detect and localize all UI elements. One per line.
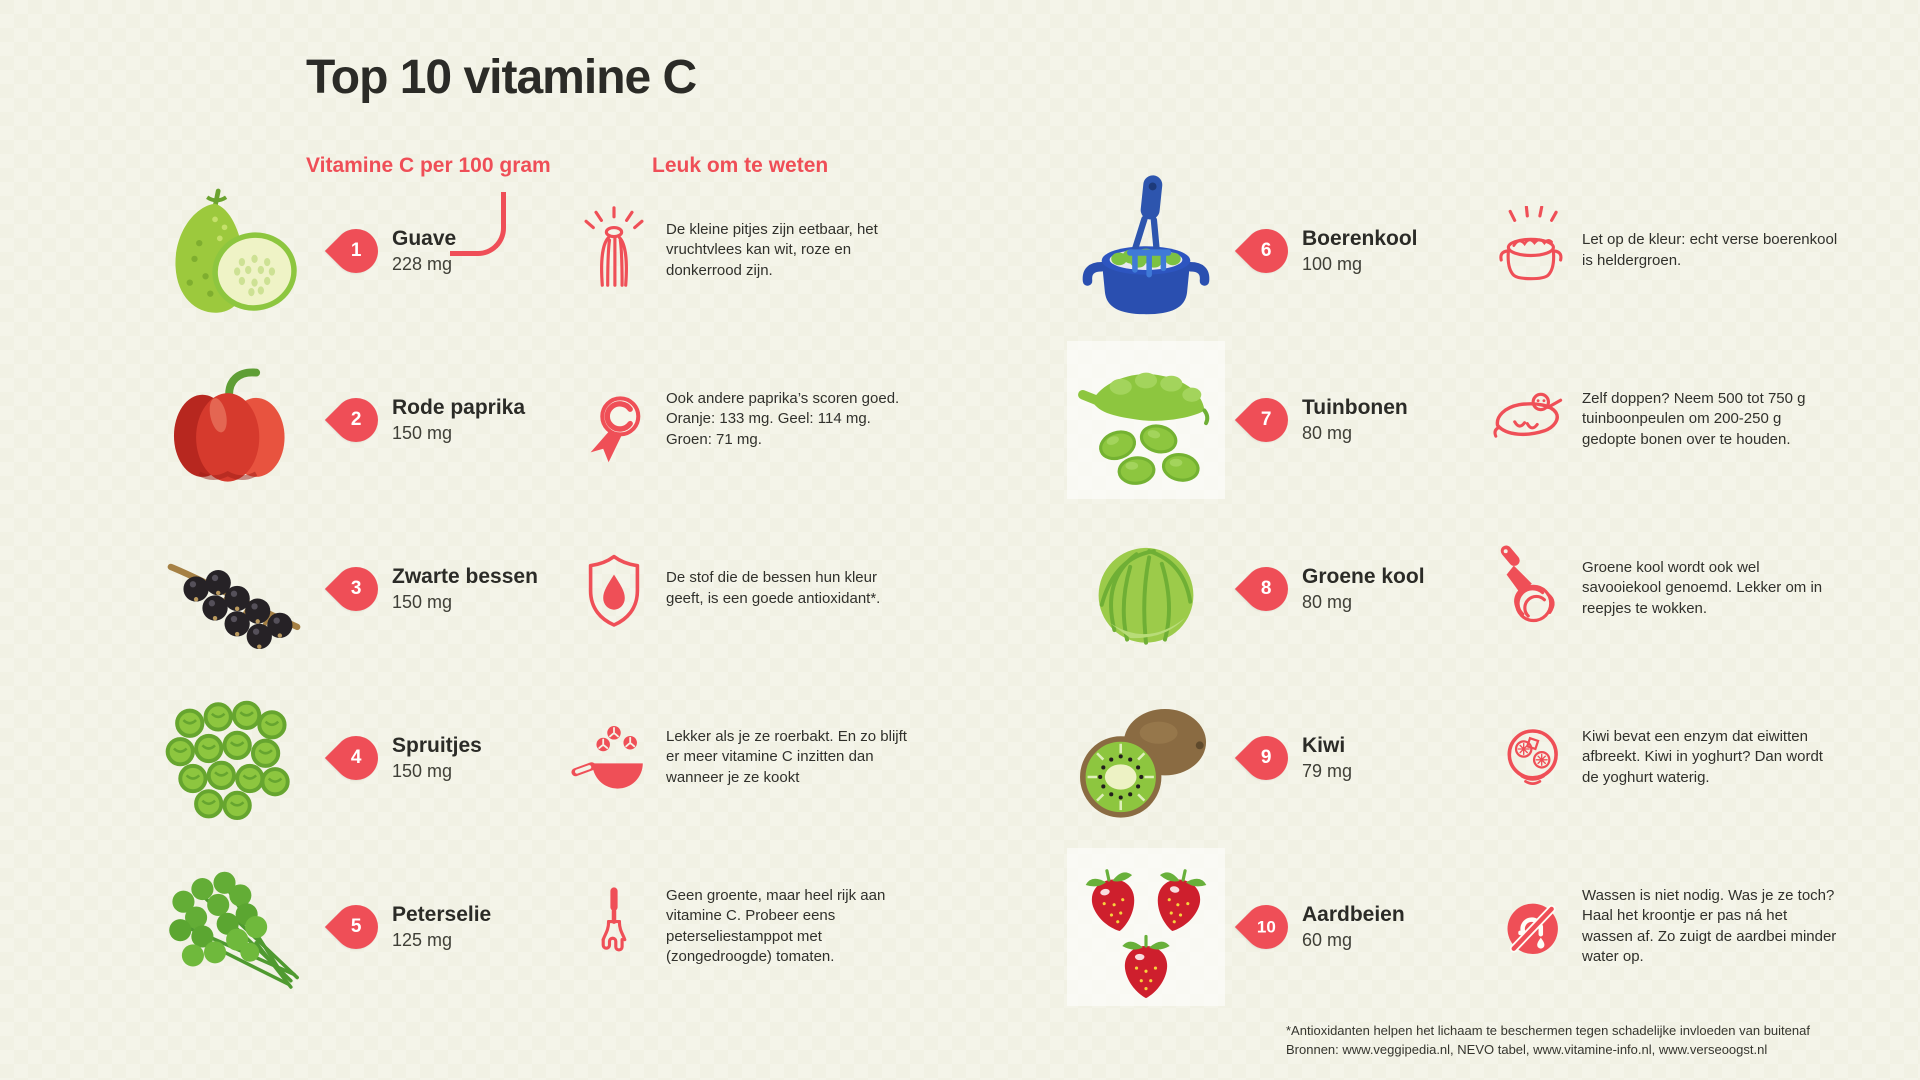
- rank-badge: 4: [324, 726, 388, 789]
- right-column: 6 Boerenkool 100 mg Let op de kleur: ech…: [1048, 166, 1838, 1011]
- stir-fry-wok-icon: [562, 713, 666, 803]
- fact-text: Groene kool wordt ook wel savooiekool ge…: [1582, 559, 1823, 617]
- food-name: Peterselie: [392, 902, 492, 926]
- fact-text: De kleine pitjes zijn eetbaar, het vruch…: [666, 221, 878, 279]
- footnote-sources: Bronnen: www.veggipedia.nl, NEVO tabel, …: [1286, 1041, 1768, 1057]
- knife-cabbage-icon: [1478, 544, 1582, 634]
- vitamin-c-medal-icon: [562, 375, 666, 465]
- fact-text: Kiwi bevat een enzym dat eiwitten afbree…: [1582, 728, 1823, 786]
- antioxidant-shield-icon: [562, 544, 666, 634]
- food-name: Tuinbonen: [1302, 395, 1408, 419]
- item-row-groene-kool: 8 Groene kool 80 mg Groene k: [1048, 504, 1838, 673]
- rank-badge: 1: [324, 219, 388, 282]
- item-row-peterselie: 5 Peterselie 125 mg Geen groente, maar h…: [134, 842, 916, 1011]
- food-name: Kiwi: [1302, 733, 1346, 757]
- item-row-rode-paprika: 2 Rode paprika 150 mg Ook andere paprika…: [134, 335, 916, 504]
- illustration-blackcurrants: [134, 510, 334, 668]
- item-row-guave: 1 Guave 228 mg De kleine pitjes zijn eet…: [134, 166, 916, 335]
- vitamin-amount: 125 mg: [392, 929, 453, 950]
- rank-badge: 6: [1234, 219, 1298, 282]
- column-header-fact: Leuk om te weten: [652, 154, 829, 177]
- illustration-guava: [134, 172, 334, 330]
- illustration-kale-in-pot: [1048, 172, 1244, 330]
- rank-badge: 7: [1234, 388, 1298, 451]
- food-name: Spruitjes: [392, 733, 482, 757]
- fact-text: Lekker als je ze roerbakt. En zo blijft …: [666, 728, 907, 786]
- vitamin-amount: 79 mg: [1302, 760, 1353, 781]
- item-row-kiwi: 9 Kiwi 79 mg Kiwi bevat een enzym dat ei…: [1048, 673, 1838, 842]
- food-name: Guave: [392, 226, 457, 250]
- rank-badge: 5: [324, 895, 388, 958]
- rank-badge: 3: [324, 557, 388, 620]
- fact-text: Ook andere paprika’s scoren goed. Oranje…: [666, 390, 900, 448]
- illustration-parsley: [134, 848, 334, 1006]
- vitamin-amount: 100 mg: [1302, 253, 1363, 274]
- hand-rays-icon: [562, 205, 666, 296]
- vitamin-amount: 60 mg: [1302, 929, 1353, 950]
- fact-text: Wassen is niet nodig. Was je ze toch? Ha…: [1582, 887, 1837, 965]
- food-name: Groene kool: [1302, 564, 1425, 588]
- header-connector-line: [450, 192, 506, 256]
- fact-text: Let op de kleur: echt verse boerenkool i…: [1582, 231, 1838, 269]
- illustration-brussels-sprouts: [134, 679, 334, 837]
- vitamin-amount: 150 mg: [392, 591, 453, 612]
- footnote-antioxidants: *Antioxidanten helpen het lichaam te bes…: [1286, 1023, 1810, 1038]
- masher-icon: [562, 882, 666, 972]
- illustration-green-cabbage: [1048, 510, 1244, 668]
- vitamin-amount: 80 mg: [1302, 422, 1353, 443]
- vitamin-amount: 228 mg: [392, 253, 453, 274]
- rank-badge: 2: [324, 388, 388, 451]
- item-row-zwarte-bessen: 3 Zwarte bessen 150 mg De stof die de be…: [134, 504, 916, 673]
- fact-text: Geen groente, maar heel rijk aan vitamin…: [666, 887, 886, 965]
- bean-pod-icon: [1478, 375, 1582, 465]
- item-row-aardbeien: 10 Aardbeien 60 mg Wassen is niet nodig.…: [1048, 842, 1838, 1011]
- column-header-amount: Vitamine C per 100 gram: [306, 154, 551, 177]
- fact-text: De stof die de bessen hun kleur geeft, i…: [666, 569, 881, 607]
- vitamin-amount: 80 mg: [1302, 591, 1353, 612]
- steaming-pot-icon: [1478, 205, 1582, 296]
- item-row-boerenkool: 6 Boerenkool 100 mg Let op de kleur: ech…: [1048, 166, 1838, 335]
- illustration-strawberries: [1048, 847, 1244, 1006]
- rank-badge: 8: [1234, 557, 1298, 620]
- illustration-broad-beans: [1048, 340, 1244, 499]
- rank-badge: 10: [1234, 895, 1298, 958]
- food-name: Zwarte bessen: [392, 564, 538, 588]
- food-name: Aardbeien: [1302, 902, 1405, 926]
- kiwi-bowl-icon: [1478, 713, 1582, 803]
- left-column: 1 Guave 228 mg De kleine pitjes zijn eet…: [134, 166, 916, 1011]
- illustration-red-bell-pepper: [134, 341, 334, 499]
- vitamin-amount: 150 mg: [392, 422, 453, 443]
- item-row-tuinbonen: 7 Tuinbonen 80 mg Zelf doppen? Neem 500 …: [1048, 335, 1838, 504]
- rank-badge: 9: [1234, 726, 1298, 789]
- illustration-kiwi: [1048, 679, 1244, 837]
- fact-text: Zelf doppen? Neem 500 tot 750 g tuinboon…: [1582, 390, 1806, 448]
- food-name: Rode paprika: [392, 395, 526, 419]
- page-title: Top 10 vitamine C: [306, 51, 697, 104]
- no-washing-icon: [1478, 882, 1582, 972]
- vitamin-amount: 150 mg: [392, 760, 453, 781]
- footer: *Antioxidanten helpen het lichaam te bes…: [1286, 1022, 1920, 1060]
- item-row-spruitjes: 4 Spruitjes 150 mg Le: [134, 673, 916, 842]
- food-name: Boerenkool: [1302, 226, 1418, 250]
